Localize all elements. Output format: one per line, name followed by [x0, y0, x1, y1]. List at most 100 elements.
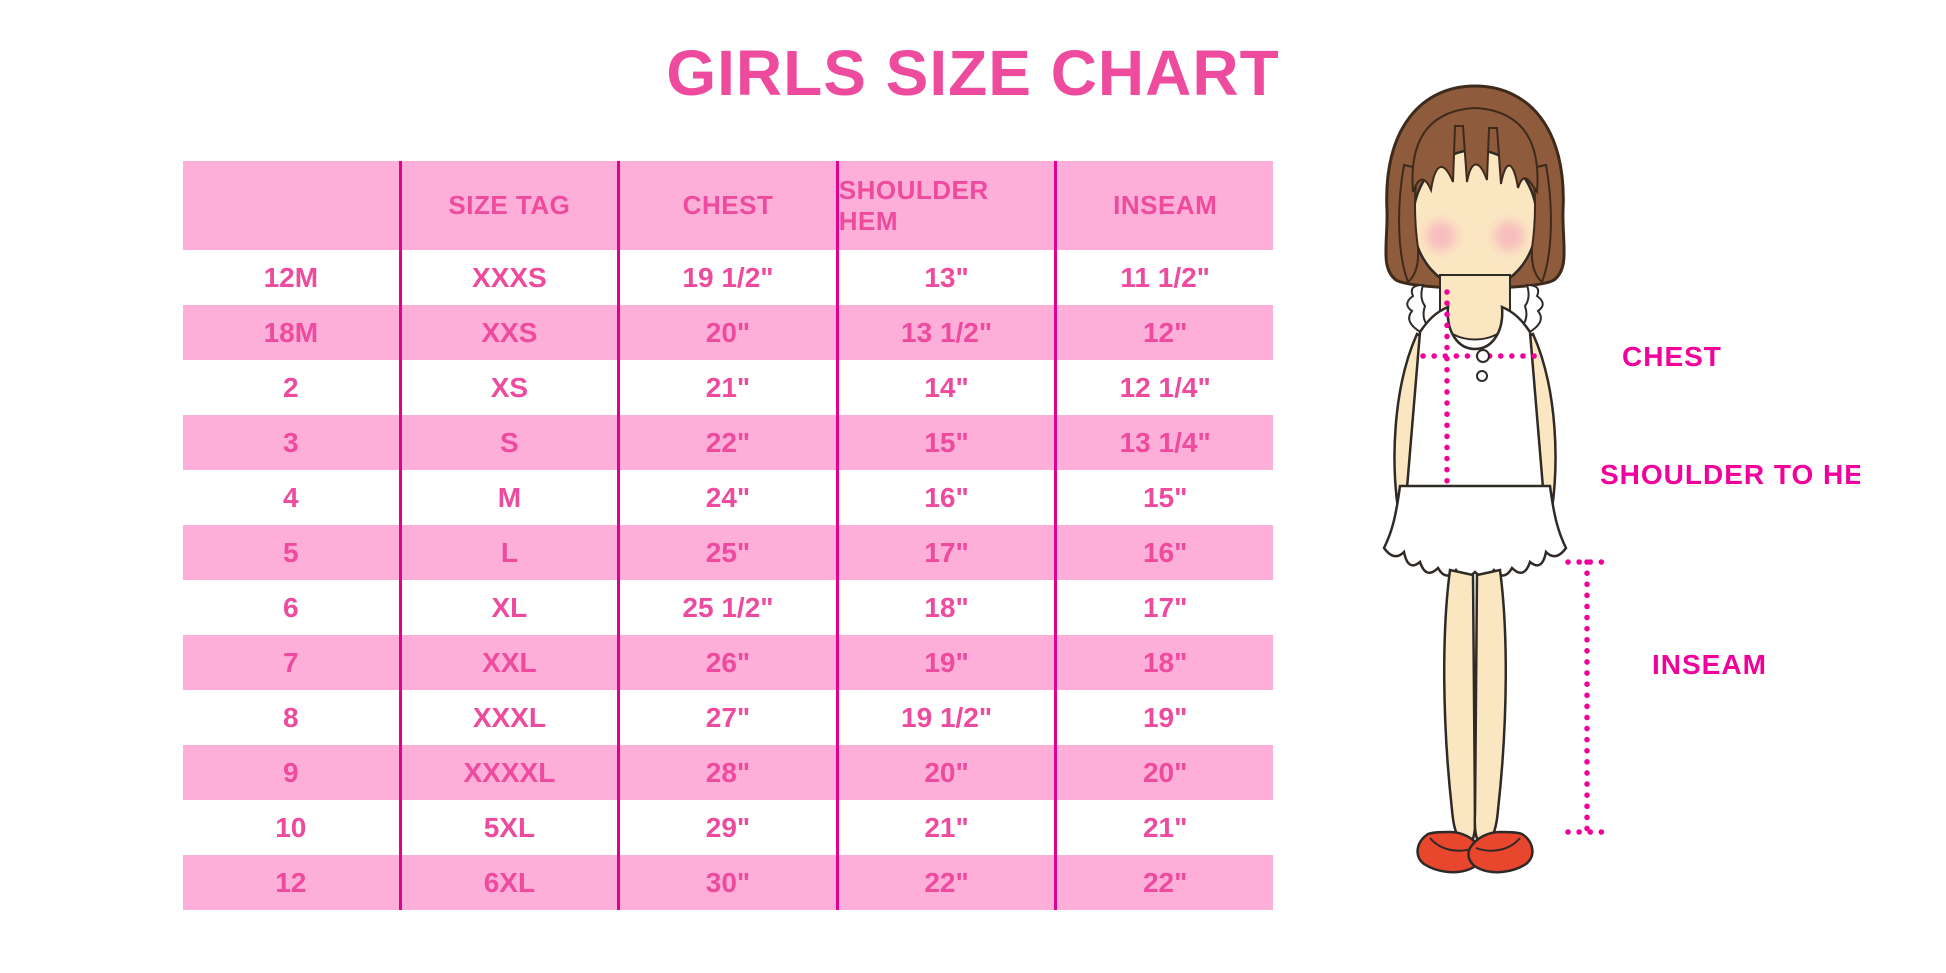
table-cell: 4: [283, 481, 299, 513]
top-button-1: [1476, 349, 1490, 363]
table-cell: M: [398, 470, 618, 525]
header-cell-blank: [183, 161, 399, 250]
table-cell: 21": [1054, 800, 1273, 855]
table-cell: 12: [275, 866, 307, 898]
table-row: 9 XXXXL 28" 20" 20": [183, 745, 1273, 800]
table-row: 8 XXXL 27" 19 1/2" 19": [183, 690, 1273, 745]
table-cell: 16": [835, 470, 1055, 525]
table-cell: S: [398, 415, 618, 470]
hair-side-right: [1530, 163, 1552, 284]
table-cell: 22": [617, 415, 836, 470]
table-cell: 15": [1054, 470, 1273, 525]
table-cell: 24": [617, 470, 836, 525]
table-cell: 3: [283, 426, 299, 458]
left-shoulder-ruffle: [1406, 283, 1430, 335]
table-cell: 27": [617, 690, 836, 745]
table-row: 2 XS 21" 14" 12 1/4": [183, 360, 1273, 415]
table-cell: 8: [283, 701, 299, 733]
inseam-label: INSEAM: [1652, 649, 1767, 680]
left-leg: [1443, 568, 1477, 846]
table-cell: 20": [835, 745, 1055, 800]
table-cell: 19": [1054, 690, 1273, 745]
table-cell: 6: [283, 591, 299, 623]
size-chart-table: SIZE TAG CHEST SHOULDER HEM INSEAM 12M XX…: [183, 161, 1273, 910]
table-cell: 14": [835, 360, 1055, 415]
table-row: 3 S 22" 15" 13 1/4": [183, 415, 1273, 470]
header-cell-size-tag: SIZE TAG: [398, 161, 618, 250]
table-cell: XXS: [398, 305, 618, 360]
table-cell: 9: [283, 756, 299, 788]
table-cell: 2: [283, 371, 299, 403]
right-shoe-strap: [1475, 837, 1521, 852]
header-cell-chest: CHEST: [617, 161, 836, 250]
shoulder-to-hem-label: SHOULDER TO HEM: [1600, 459, 1860, 490]
table-cell: 22": [835, 855, 1055, 910]
table-cell: XXXL: [398, 690, 618, 745]
table-cell: XXL: [398, 635, 618, 690]
table-cell: 21": [835, 800, 1055, 855]
table-cell: 18": [835, 580, 1055, 635]
table-cell: XXXS: [398, 250, 618, 305]
girl-illustration: CHEST SHOULDER TO HEM INSEAM: [1382, 84, 1887, 874]
header-cell-shoulder-hem: SHOULDER HEM: [835, 161, 1055, 250]
table-cell: L: [398, 525, 618, 580]
table-cell: 11 1/2": [1054, 250, 1273, 305]
table-cell: 17": [835, 525, 1055, 580]
table-cell: XS: [398, 360, 618, 415]
table-cell: 7: [283, 646, 299, 678]
table-cell: 19 1/2": [835, 690, 1055, 745]
table-cell: 20": [1054, 745, 1273, 800]
table-cell: 17": [1054, 580, 1273, 635]
hair-side-left: [1398, 163, 1420, 284]
table-header-row: SIZE TAG CHEST SHOULDER HEM INSEAM: [183, 161, 1273, 250]
table-cell: 20": [617, 305, 836, 360]
table-cell: 16": [1054, 525, 1273, 580]
table-cell: 29": [617, 800, 836, 855]
table-cell: 25": [617, 525, 836, 580]
table-cell: XL: [398, 580, 618, 635]
right-shoe: [1467, 830, 1534, 874]
table-cell: 6XL: [398, 855, 618, 910]
table-cell: XXXXL: [398, 745, 618, 800]
table-cell: 10: [275, 811, 307, 843]
table-cell: 13 1/4": [1054, 415, 1273, 470]
header-cell-inseam: INSEAM: [1054, 161, 1273, 250]
skirt-ruffle: [1382, 484, 1568, 578]
table-row: 7 XXL 26" 19" 18": [183, 635, 1273, 690]
table-cell: 19": [835, 635, 1055, 690]
blush-right-cheek: [1494, 221, 1524, 251]
table-row: 12 6XL 30" 22" 22": [183, 855, 1273, 910]
table-row: 4 M 24" 16" 15": [183, 470, 1273, 525]
top-bodice: [1405, 305, 1545, 490]
table-cell: 5: [283, 536, 299, 568]
right-shoulder-ruffle: [1520, 283, 1544, 335]
table-cell: 28": [617, 745, 836, 800]
table-cell: 25 1/2": [617, 580, 836, 635]
table-cell: 12": [1054, 305, 1273, 360]
table-cell: 13 1/2": [835, 305, 1055, 360]
table-cell: 30": [617, 855, 836, 910]
table-row: 18M XXS 20" 13 1/2" 12": [183, 305, 1273, 360]
table-body: 12M XXXS 19 1/2" 13" 11 1/2" 18M XXS 20" 13 1/2"…: [183, 250, 1273, 910]
table-cell: 12M: [263, 261, 319, 293]
table-cell: 18M: [263, 316, 319, 348]
table-cell: 21": [617, 360, 836, 415]
table-cell: 26": [617, 635, 836, 690]
right-leg: [1473, 568, 1507, 846]
table-row: 10 5XL 29" 21" 21": [183, 800, 1273, 855]
table-cell: 19 1/2": [617, 250, 836, 305]
table-row: 6 XL 25 1/2" 18" 17": [183, 580, 1273, 635]
table-row: 5 L 25" 17" 16": [183, 525, 1273, 580]
table-cell: 15": [835, 415, 1055, 470]
table-cell: 18": [1054, 635, 1273, 690]
table-cell: 13": [835, 250, 1055, 305]
page-title: GIRLS SIZE CHART: [666, 37, 1280, 109]
table-cell: 12 1/4": [1054, 360, 1273, 415]
measurement-figure: CHEST SHOULDER TO HEM INSEAM: [1300, 70, 1887, 910]
table-cell: 5XL: [398, 800, 618, 855]
chest-label: CHEST: [1622, 341, 1722, 372]
blush-left-cheek: [1426, 221, 1456, 251]
top-button-2: [1476, 370, 1488, 382]
table-cell: 22": [1054, 855, 1273, 910]
